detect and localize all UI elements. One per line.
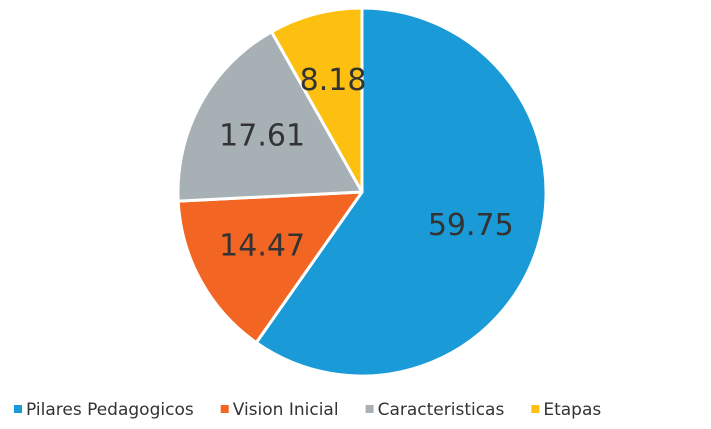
legend-label: Pilares Pedagogicos (26, 400, 194, 420)
legend-swatch (365, 405, 374, 413)
pie-slice (270, 6, 364, 194)
legend-label: Vision Inicial (233, 400, 339, 420)
pie-slice (176, 30, 364, 203)
slice-label: 8.18 (300, 63, 367, 98)
legend-swatch (531, 405, 540, 413)
legend: Pilares Pedagogicos Vision Inicial Caracte… (14, 400, 601, 420)
slice-label: 17.61 (219, 118, 305, 153)
slice-label: 14.47 (219, 229, 305, 264)
slice-label: 59.75 (428, 208, 514, 243)
legend-swatch (14, 405, 22, 413)
legend-swatch (220, 405, 229, 413)
pie-slice (176, 190, 364, 345)
pie-slice (254, 6, 548, 378)
legend-label: Caracteristicas (378, 400, 505, 420)
legend-label: Etapas (543, 400, 601, 420)
pie: 59.75 14.47 17.61 8.18 (176, 6, 548, 378)
